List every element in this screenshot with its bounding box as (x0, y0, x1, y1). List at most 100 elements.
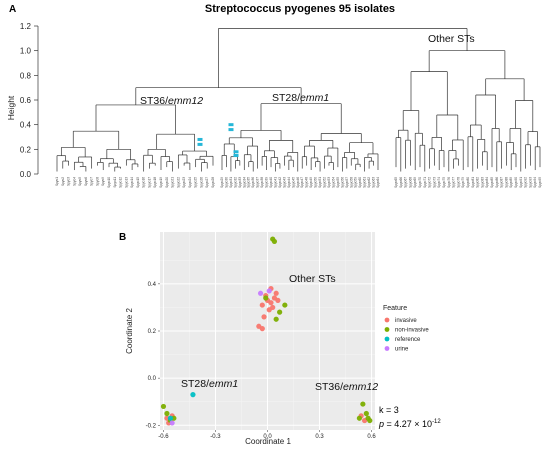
leaf-label: Spyo93 (528, 177, 532, 188)
leaf-label: Spyo43 (282, 177, 286, 188)
scatter-cluster-st28: ST28/emm1 (181, 378, 238, 390)
leaf-label: Spyo90 (514, 177, 518, 188)
leaf-label: Spyo8 (95, 177, 99, 186)
y-tick-label: 0.6 (20, 96, 32, 105)
p-value: p = 4.27 × 10-12 (378, 419, 441, 429)
point-urine (257, 290, 264, 296)
leaf-label: Spyo70 (418, 177, 422, 188)
panel-a-title: Streptococcus pyogenes 95 isolates (205, 3, 395, 15)
scatter-x-label: Coordinate 1 (245, 437, 291, 446)
leaf-label: Spyo92 (524, 177, 528, 188)
leaf-label: Spyo79 (461, 177, 465, 188)
leaf-label: Spyo33 (238, 177, 242, 188)
legend-key-non-invasive (384, 327, 390, 332)
leaf-label: Spyo66 (399, 177, 403, 188)
legend-key-invasive (384, 317, 390, 323)
leaf-label: Spyo28 (211, 177, 215, 188)
leaf-label: Spyo42 (278, 177, 282, 188)
leaf-label: Spyo22 (176, 177, 180, 188)
reference-leaf-marker (228, 123, 234, 127)
leaf-label: Spyo64 (376, 177, 380, 188)
point-non-invasive (277, 309, 283, 315)
legend-label-reference: reference (395, 337, 421, 343)
leaf-label: Spyo38 (260, 177, 264, 188)
scatter-points (160, 236, 373, 426)
point-non-invasive (273, 316, 279, 322)
leaf-label: Spyo32 (233, 177, 237, 188)
legend-label-invasive: invasive (395, 318, 417, 324)
leaf-label: Spyo74 (437, 177, 441, 188)
x-tick-label: -0.3 (210, 434, 221, 440)
leaf-label: Spyo45 (291, 177, 295, 188)
leaf-label: Spyo18 (153, 177, 157, 188)
leaf-label: Spyo68 (408, 177, 412, 188)
leaf-label: Spyo51 (318, 177, 322, 188)
y-tick-label: 0.8 (20, 71, 32, 80)
dendrogram-leaf-labels: Spyo1 Spyo2 Spyo3 Spyo4 Spyo5 Spyo6 Spyo7 Spyo8… (55, 177, 542, 188)
leaf-label: Spyo53 (327, 177, 331, 188)
leaf-label: Spyo15 (136, 177, 140, 188)
reference-leaf-marker (233, 154, 239, 158)
leaf-label: Spyo23 (182, 177, 186, 188)
y-tick-label: 0.2 (20, 145, 32, 154)
leaf-label: Spyo25 (194, 177, 198, 188)
leaf-label: Spyo7 (90, 177, 94, 186)
leaf-label: Spyo89 (509, 177, 513, 188)
point-invasive (268, 300, 274, 306)
leaf-label: Spyo88 (504, 177, 508, 188)
x-tick-label: 0.6 (367, 434, 376, 440)
y-tick-label: 0.4 (148, 282, 157, 288)
leaf-label: Spyo29 (220, 177, 224, 188)
leaf-label: Spyo4 (72, 177, 76, 186)
leaf-label: Spyo62 (367, 177, 371, 188)
leaf-label: Spyo69 (413, 177, 417, 188)
leaf-label: Spyo85 (490, 177, 494, 188)
leaf-label: Spyo31 (229, 177, 233, 188)
reference-leaf-marker (197, 142, 203, 146)
leaf-label: Spyo76 (447, 177, 451, 188)
leaf-label: Spyo20 (165, 177, 169, 188)
point-invasive (273, 290, 279, 296)
point-invasive (275, 297, 281, 303)
leaf-label: Spyo91 (519, 177, 523, 188)
leaf-label: Spyo55 (336, 177, 340, 188)
leaf-label: Spyo65 (394, 177, 398, 188)
leaf-label: Spyo3 (67, 177, 71, 186)
panel-b-label: B (119, 232, 126, 243)
y-tick-label: -0.2 (146, 423, 157, 429)
point-invasive (261, 314, 267, 320)
legend: Feature invasive non-invasive reference uri… (383, 305, 429, 353)
cluster-label-other: Other STs (428, 33, 475, 45)
leaf-label: Spyo83 (480, 177, 484, 188)
point-non-invasive (363, 410, 369, 417)
leaf-label: Spyo1 (55, 177, 59, 186)
leaf-label: Spyo57 (345, 177, 349, 188)
leaf-label: Spyo26 (199, 177, 203, 188)
dendrogram-y-label: Height (6, 95, 16, 120)
point-urine (169, 420, 175, 426)
point-non-invasive (271, 238, 278, 245)
k-value: k = 3 (379, 405, 399, 415)
y-tick-label: 1.2 (20, 22, 32, 31)
leaf-label: Spyo37 (256, 177, 260, 188)
leaf-label: Spyo73 (432, 177, 436, 188)
leaf-label: Spyo41 (273, 177, 277, 188)
dendrogram-y-axis: 0.0 0.2 0.4 0.6 0.8 1.0 1.2 (20, 22, 39, 179)
scatter-cluster-other: Other STs (289, 273, 336, 285)
legend-key-urine (384, 346, 390, 351)
point-non-invasive (282, 302, 288, 308)
point-invasive (266, 307, 272, 313)
leaf-label: Spyo34 (242, 177, 246, 188)
leaf-label: Spyo16 (142, 177, 146, 188)
leaf-label: Spyo17 (147, 177, 151, 188)
leaf-label: Spyo39 (265, 177, 269, 188)
point-non-invasive (164, 410, 170, 417)
scatter-cluster-st36: ST36/emm12 (315, 381, 378, 393)
leaf-label: Spyo87 (500, 177, 504, 188)
panel-a-label: A (9, 4, 16, 15)
leaf-label: Spyo9 (101, 177, 105, 186)
y-tick-label: 0.0 (20, 170, 32, 179)
leaf-label: Spyo84 (485, 177, 489, 188)
leaf-label: Spyo63 (372, 177, 376, 188)
